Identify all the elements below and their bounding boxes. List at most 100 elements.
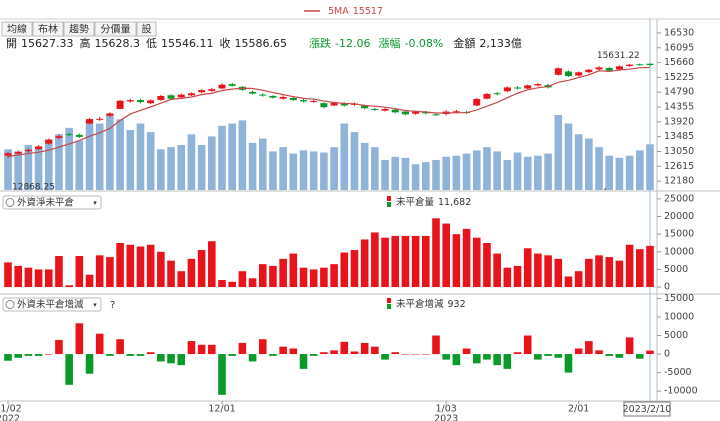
bar	[493, 354, 501, 366]
y-tick-label: 16530	[664, 27, 694, 38]
bar	[228, 281, 236, 288]
bar	[432, 335, 440, 355]
bar	[157, 354, 165, 362]
bar	[157, 251, 165, 288]
candle-body	[279, 96, 287, 99]
volume-bar	[340, 123, 349, 190]
toolbar-tab-label[interactable]: 均線	[7, 23, 27, 36]
bar	[503, 267, 512, 288]
bar	[187, 258, 196, 288]
candle-body	[401, 111, 409, 115]
x-year-label: 2022	[0, 414, 20, 421]
bar	[340, 341, 349, 355]
dropdown-close[interactable]	[5, 300, 15, 309]
y-tick-label: 10000	[664, 246, 694, 257]
bar	[452, 234, 461, 288]
y-tick-label: 5000	[664, 330, 688, 341]
toolbar-tab[interactable]	[32, 21, 64, 37]
bar	[503, 354, 512, 369]
x-tick-label: 1/03	[436, 404, 457, 415]
bar	[360, 342, 369, 355]
candle-body	[259, 94, 267, 96]
bar	[177, 354, 186, 366]
toolbar-tab-label[interactable]: 趨勢	[69, 23, 89, 36]
bar	[574, 271, 583, 288]
ma-line	[7, 66, 651, 158]
y-tick-label: 15000	[664, 293, 694, 304]
volume-bar	[595, 147, 603, 190]
bar	[75, 256, 84, 288]
bar	[289, 348, 298, 355]
info-value: 15628.3	[95, 37, 141, 50]
bar	[360, 239, 369, 288]
bar	[320, 267, 328, 288]
info-label: 漲跌	[309, 36, 331, 50]
volume-bar	[126, 130, 135, 190]
toolbar-tab[interactable]	[136, 21, 157, 37]
candle-body	[14, 151, 22, 154]
toolbar-tab[interactable]	[63, 21, 95, 37]
dropdown-close[interactable]	[5, 198, 15, 207]
bar	[483, 354, 491, 360]
bar	[513, 265, 522, 288]
candle-body	[320, 103, 328, 108]
bar	[564, 354, 573, 373]
bar	[126, 354, 135, 356]
candle-body	[340, 103, 348, 106]
indicator-title[interactable]: 外資淨未平倉	[17, 197, 75, 209]
bar	[238, 271, 247, 288]
info-value: 2,133億	[479, 37, 522, 50]
bar	[4, 262, 12, 288]
y-tick-label: 15225	[664, 72, 694, 83]
toolbar-tab-label[interactable]: 設	[142, 23, 152, 36]
toolbar-tab[interactable]	[94, 21, 137, 37]
volume-bar	[564, 123, 573, 190]
toolbar-tab-label[interactable]: 分價量	[101, 23, 131, 36]
bar	[513, 352, 522, 355]
toolbar-tab-label[interactable]: 布林	[38, 23, 58, 36]
candle-body	[361, 105, 369, 109]
bar	[14, 354, 22, 358]
volume-bar	[646, 144, 654, 190]
volume-bar	[401, 157, 410, 190]
bar	[126, 244, 135, 288]
info-value: 15627.33	[21, 37, 74, 50]
bar	[248, 278, 257, 288]
bar	[422, 354, 430, 355]
bar	[309, 269, 318, 288]
bar	[432, 218, 440, 288]
candle-body	[269, 95, 277, 98]
indicator-dropdown[interactable]	[2, 195, 102, 210]
bar	[95, 333, 104, 355]
candle-body	[575, 72, 583, 76]
indicator-dropdown[interactable]	[2, 297, 102, 312]
toolbar-tab[interactable]	[1, 21, 33, 37]
volume-bar	[452, 155, 461, 190]
legend-swatch	[387, 202, 391, 207]
bar	[401, 354, 410, 355]
volume-bar	[34, 147, 43, 190]
volume-bar	[177, 145, 186, 190]
volume-bar	[320, 152, 328, 190]
volume-bar	[411, 164, 420, 190]
volume-bar	[279, 147, 287, 190]
candle-body	[136, 100, 144, 103]
volume-bar	[493, 151, 501, 190]
info-value: -0.08%	[404, 37, 443, 50]
bar	[208, 241, 216, 288]
help-icon[interactable]: ?	[110, 300, 115, 311]
legend-value: 11,682	[438, 197, 471, 208]
info-value: 15546.11	[161, 37, 214, 50]
bar	[34, 269, 43, 288]
bar	[411, 235, 420, 288]
x-tick-label: 2/01	[568, 404, 589, 415]
indicator-title[interactable]: 外資未平倉增減	[17, 299, 84, 311]
bar	[197, 250, 206, 288]
bar	[24, 354, 33, 356]
candle-body	[391, 109, 399, 113]
volume-bar	[503, 160, 512, 190]
candle-body	[483, 93, 491, 99]
bar	[523, 248, 532, 288]
volume-bar	[422, 162, 430, 190]
candle-body	[177, 94, 185, 98]
